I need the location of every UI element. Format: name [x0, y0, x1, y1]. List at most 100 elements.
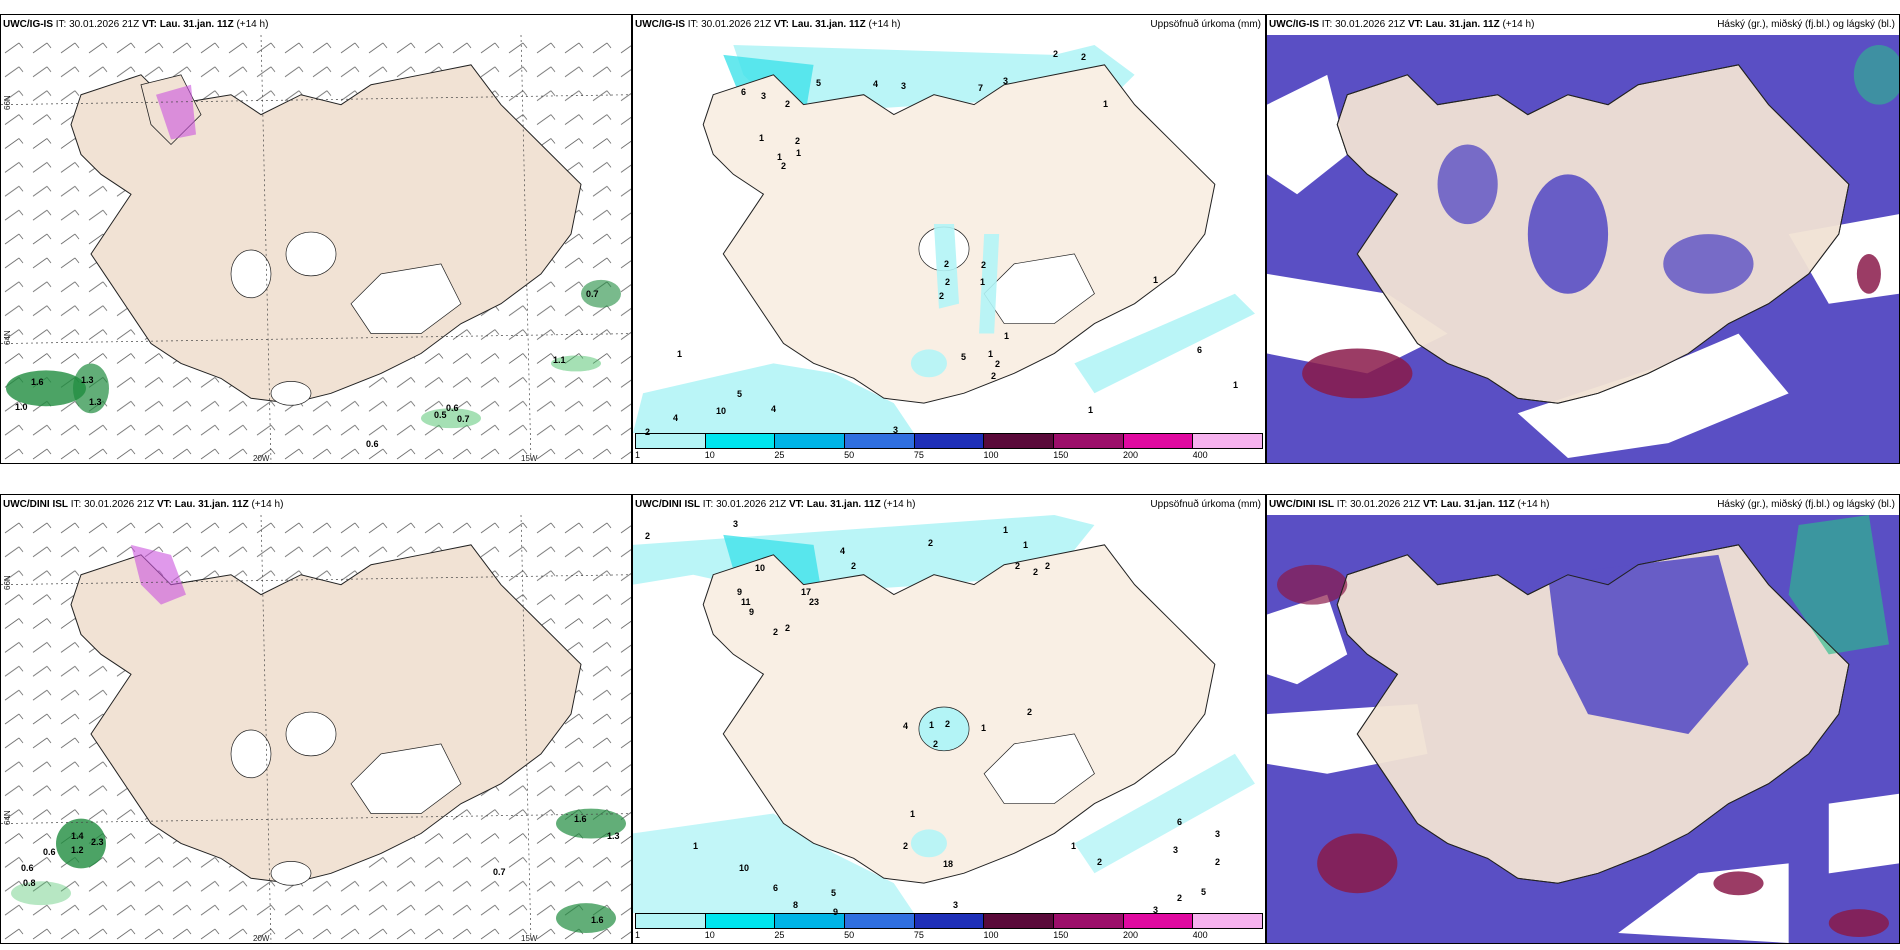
colorbar-tick: 25: [774, 450, 785, 460]
precip-label: 2: [939, 291, 945, 301]
precip-label: 1.0: [15, 402, 28, 412]
init-time: 30.01.2026 21Z: [1335, 19, 1406, 30]
precip-label: 2.3: [91, 837, 104, 847]
panel-clouds-dini: UWC/DINI ISL IT: 30.01.2026 21Z VT: Lau.…: [1266, 494, 1900, 944]
vt-label: VT:: [1422, 499, 1438, 510]
map-area[interactable]: [633, 35, 1265, 433]
iceland-precip-map: [633, 44, 1255, 433]
precip-label: 10: [739, 863, 750, 873]
precip-label: 9: [737, 587, 743, 597]
colorbar-segment: [845, 434, 915, 448]
iceland-cloud-map: [1267, 35, 1899, 463]
precip-label: 2: [773, 627, 779, 637]
lon-label-20w: 20W: [253, 934, 270, 943]
map-area[interactable]: [1, 35, 631, 463]
model-name: UWC/IG-IS: [635, 19, 685, 30]
colorbar-segment: [845, 914, 915, 928]
lead-time: (+14 h): [1517, 499, 1550, 510]
iceland-cloud-map: [1267, 515, 1899, 943]
vt-label: VT:: [156, 499, 172, 510]
colorbar-tick: 150: [1053, 450, 1069, 460]
iceland-wind-map: [1, 35, 631, 463]
precip-label: 1: [1103, 99, 1109, 109]
init-time: 30.01.2026 21Z: [1350, 499, 1421, 510]
precip-label: 6: [1197, 345, 1203, 355]
precip-label: 5: [961, 352, 967, 362]
precip-label: 1: [988, 349, 994, 359]
precip-label: 0.6: [446, 403, 459, 413]
panel-title: Uppsöfnuð úrkoma (mm): [1150, 499, 1261, 510]
precip-label: 2: [785, 99, 791, 109]
precip-label: 6: [1177, 817, 1183, 827]
colorbar-tick: 50: [844, 450, 855, 460]
panel-header: UWC/DINI ISL IT: 30.01.2026 21Z VT: Lau.…: [3, 499, 627, 510]
panel-title: Uppsöfnuð úrkoma (mm): [1150, 19, 1261, 30]
colorbar-tick: 50: [844, 930, 855, 940]
colorbar-segment: [1054, 914, 1124, 928]
model-name: UWC/IG-IS: [1269, 19, 1319, 30]
colorbar-tick: 150: [1053, 930, 1069, 940]
lead-time: (+14 h): [251, 499, 284, 510]
panel-header: UWC/IG-IS IT: 30.01.2026 21Z VT: Lau. 31…: [3, 19, 627, 30]
it-label: IT:: [687, 19, 699, 30]
colorbar-segment: [705, 914, 776, 928]
lon-label-20w: 20W: [253, 454, 270, 463]
colorbar-tick: 400: [1192, 450, 1208, 460]
map-area[interactable]: [1267, 35, 1899, 463]
precip-label: 1: [777, 152, 783, 162]
precip-label: 1: [910, 809, 916, 819]
precip-label: 9: [749, 607, 755, 617]
it-label: IT:: [1336, 499, 1348, 510]
precip-label: 1.3: [89, 397, 102, 407]
panel-header: UWC/IG-IS IT: 30.01.2026 21Z VT: Lau. 31…: [635, 19, 1261, 30]
colorbar-tick: 200: [1122, 930, 1138, 940]
colorbar-tick: 25: [774, 930, 785, 940]
precip-label: 7: [978, 83, 984, 93]
precip-label: 2: [995, 359, 1001, 369]
precip-label: 3: [953, 900, 959, 910]
precip-label: 2: [903, 841, 909, 851]
precip-label: 2: [1015, 561, 1021, 571]
precip-label: 1: [677, 349, 683, 359]
precip-label: 2: [1053, 49, 1059, 59]
precip-label: 1.3: [607, 831, 620, 841]
lat-label-64n: 64N: [3, 810, 12, 825]
precip-label: 11: [741, 597, 751, 607]
precip-label: 2: [785, 623, 791, 633]
init-time: 30.01.2026 21Z: [701, 19, 772, 30]
colorbar-segment: [1123, 434, 1194, 448]
precip-label: 0.6: [21, 863, 34, 873]
precip-label: 3: [901, 81, 907, 91]
precip-label: 2: [645, 531, 651, 541]
colorbar-segment: [705, 434, 776, 448]
precip-label: 10: [755, 563, 766, 573]
precip-label: 3: [1153, 905, 1159, 915]
precip-label: 1: [1233, 380, 1239, 390]
precip-label: 1: [929, 720, 935, 730]
precip-label: 17: [801, 587, 812, 597]
init-time: 30.01.2026 21Z: [716, 499, 787, 510]
precip-label: 6: [741, 87, 747, 97]
lat-label-64n: 64N: [3, 330, 12, 345]
precip-label: 9: [833, 907, 839, 917]
colorbar-segment: [775, 914, 846, 928]
model-name: UWC/DINI ISL: [3, 499, 68, 510]
iceland-precip-map: [633, 515, 1255, 913]
colorbar-segment: [775, 434, 846, 448]
precip-colorbar: [635, 433, 1263, 449]
colorbar-ticks: 1 10 25 50 75 100 150 200 400: [635, 930, 1263, 942]
precip-label: 2: [991, 371, 997, 381]
precip-label: 1.6: [31, 377, 44, 387]
colorbar-segment: [1123, 914, 1194, 928]
precip-label: 4: [873, 79, 879, 89]
map-area[interactable]: [1267, 515, 1899, 943]
lead-time: (+14 h): [1502, 19, 1535, 30]
precip-label: 4: [903, 721, 909, 731]
map-area[interactable]: [633, 515, 1265, 913]
colorbar-tick: 400: [1192, 930, 1208, 940]
map-area[interactable]: [1, 515, 631, 943]
precip-label: 1: [1088, 405, 1094, 415]
colorbar-segment: [636, 434, 706, 448]
panel-header: UWC/IG-IS IT: 30.01.2026 21Z VT: Lau. 31…: [1269, 19, 1895, 30]
precip-label: 0.6: [366, 439, 379, 449]
